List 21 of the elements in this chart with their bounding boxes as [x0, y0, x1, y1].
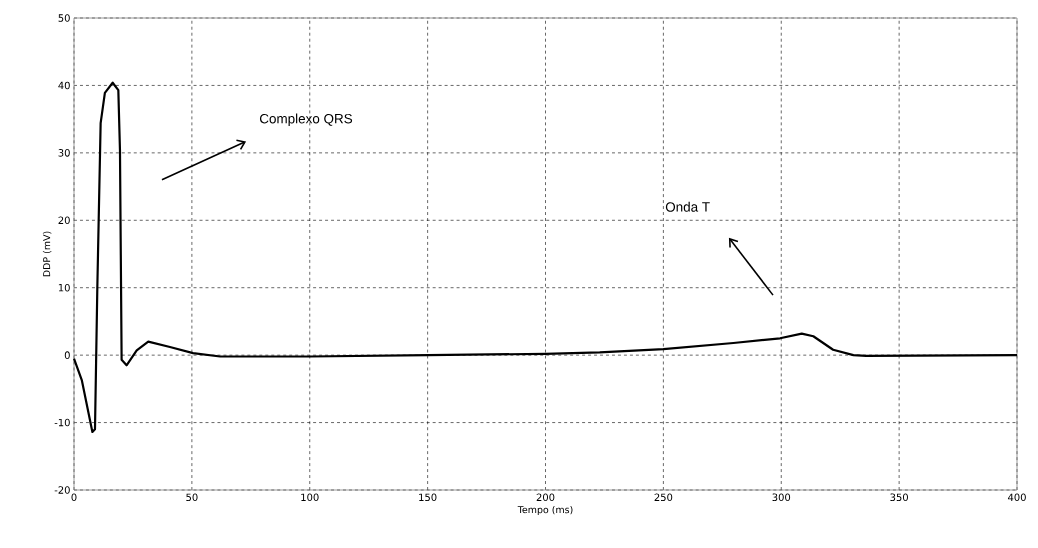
x-tick-label: 200 [536, 493, 555, 502]
x-axis-title: Tempo (ms) [517, 505, 573, 516]
y-tick-label: -10 [54, 418, 70, 427]
y-axis-title: DDP (mV) [42, 231, 52, 277]
x-tick-label: 400 [1007, 493, 1026, 502]
annotation: Complexo QRS [259, 113, 353, 127]
x-tick-label: 0 [71, 493, 77, 502]
x-tick-label: 50 [186, 493, 198, 502]
y-tick-label: 0 [64, 351, 70, 359]
x-tick-label: 100 [301, 493, 319, 502]
y-tick-label: 30 [58, 149, 70, 157]
x-tick-label: 150 [419, 493, 437, 502]
y-tick-label: -20 [54, 486, 70, 494]
x-tick-label: 300 [772, 493, 791, 502]
y-tick-label: 40 [58, 81, 70, 90]
x-tick-label: 350 [890, 493, 908, 502]
x-tick-label: 250 [654, 493, 673, 502]
y-tick-label: 10 [58, 283, 70, 292]
y-tick-label: 20 [58, 216, 70, 225]
annotation: Onda T [665, 201, 710, 212]
y-tick-label: 50 [58, 14, 70, 22]
